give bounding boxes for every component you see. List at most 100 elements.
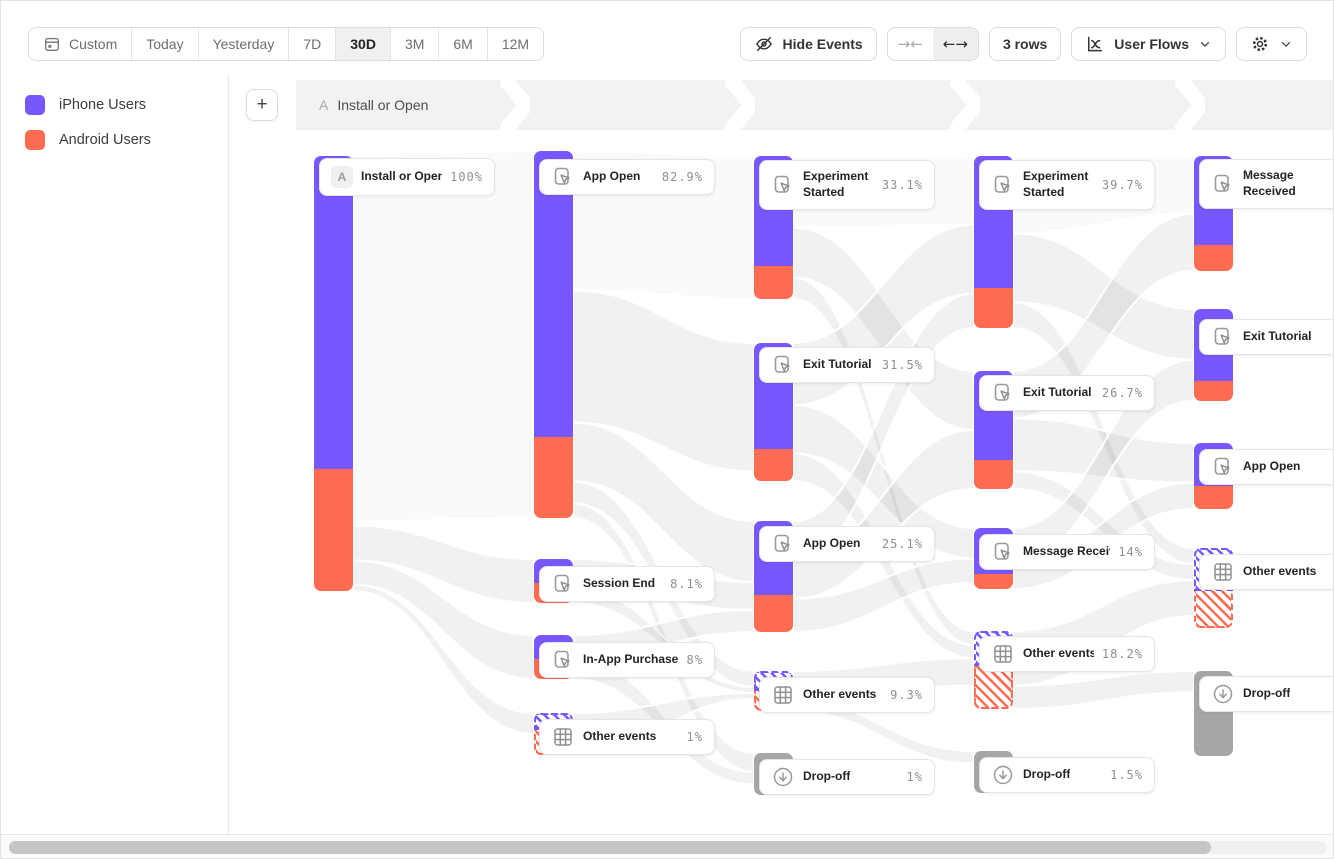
event-card-experiment-started[interactable]: Experiment Started 33.1% — [759, 160, 935, 210]
event-card-exit-tutorial[interactable]: Exit Tutorial — [1199, 319, 1333, 355]
collapse-columns-button[interactable]: →← — [888, 28, 933, 60]
collapse-expand-toggle: →← ←→ — [886, 27, 979, 61]
event-name: App Open — [583, 169, 641, 184]
flow-ribbon — [792, 428, 975, 600]
step-a-badge: A — [331, 166, 353, 188]
date-range-yesterday[interactable]: Yesterday — [199, 28, 290, 60]
date-range-label: 6M — [453, 36, 473, 52]
date-range-label: 12M — [501, 36, 530, 52]
eye-off-icon — [754, 34, 774, 54]
date-range-label: Today — [146, 36, 184, 52]
click-event-icon — [771, 353, 795, 377]
click-event-icon — [1211, 325, 1235, 349]
flow-ribbon — [352, 149, 535, 523]
event-card-other-events[interactable]: Other events 1% — [539, 719, 715, 755]
hide-events-button[interactable]: Hide Events — [739, 27, 877, 61]
event-card-experiment-started[interactable]: Experiment Started 39.7% — [979, 160, 1155, 210]
android-users-segment — [754, 266, 793, 299]
event-name: Install or Open — [361, 169, 443, 184]
legend-divider — [228, 75, 229, 834]
legend-item[interactable]: iPhone Users — [25, 95, 151, 115]
toolbar-right: Hide Events →← ←→ 3 rows — [739, 27, 1307, 61]
event-percent: 1% — [686, 730, 703, 744]
flow-node-bar-app-open[interactable] — [534, 151, 573, 518]
view-selector-button[interactable]: User Flows — [1071, 27, 1226, 61]
date-range-7d[interactable]: 7D — [289, 28, 337, 60]
android-users-hatched-segment — [974, 666, 1013, 709]
gear-icon — [1250, 34, 1270, 54]
click-event-icon — [991, 173, 1015, 197]
date-range-label: 7D — [303, 36, 322, 52]
event-name: Message Received — [1243, 168, 1296, 198]
date-range-today[interactable]: Today — [132, 28, 199, 60]
android-users-segment — [974, 459, 1013, 489]
event-card-app-open[interactable]: App Open 25.1% — [759, 526, 935, 562]
flow-ribbon — [792, 276, 975, 647]
expand-columns-button[interactable]: ←→ — [932, 28, 978, 60]
event-card-other-events[interactable]: Other events 18.2% — [979, 636, 1155, 672]
horizontal-scrollbar-thumb[interactable] — [9, 841, 1211, 854]
event-percent: 1.5% — [1110, 768, 1143, 782]
event-percent: 82.9% — [661, 170, 703, 184]
rows-button[interactable]: 3 rows — [988, 27, 1062, 61]
legend-swatch — [25, 130, 45, 150]
flow-ribbon — [1012, 301, 1195, 566]
event-name: Drop-off — [1023, 767, 1071, 782]
flow-ribbon — [572, 289, 755, 473]
legend-swatch — [25, 95, 45, 115]
event-card-other-events[interactable]: Other events — [1199, 554, 1333, 590]
chart-bottom-divider — [1, 834, 1333, 835]
flow-ribbon — [792, 292, 975, 561]
step-header-band[interactable]: A Install or Open — [296, 80, 1333, 130]
click-event-icon — [551, 572, 575, 596]
event-card-session-end[interactable]: Session End 8.1% — [539, 566, 715, 602]
date-range-12m[interactable]: 12M — [488, 28, 543, 60]
click-event-icon — [551, 648, 575, 672]
event-card-message-received[interactable]: Message Received — [1199, 159, 1333, 209]
date-range-custom[interactable]: Custom — [29, 28, 133, 60]
event-name: Experiment Started — [803, 169, 869, 199]
event-name: Other events — [803, 687, 877, 702]
event-card-drop-off[interactable]: Drop-off — [1199, 676, 1333, 712]
event-card-exit-tutorial[interactable]: Exit Tutorial 31.5% — [759, 347, 935, 383]
event-card-install-or-open[interactable]: A Install or Open 100% — [319, 158, 495, 196]
other-events-grid-icon — [551, 725, 575, 749]
event-card-other-events[interactable]: Other events 9.3% — [759, 677, 935, 713]
event-percent: 26.7% — [1101, 386, 1143, 400]
event-card-message-received[interactable]: Message Received 14% — [979, 534, 1155, 570]
event-card-in-app-purchase[interactable]: In-App Purchase 8% — [539, 642, 715, 678]
click-event-icon — [771, 532, 795, 556]
other-events-grid-icon — [991, 642, 1015, 666]
android-users-segment — [1194, 485, 1233, 509]
event-name: Exit Tutorial — [1243, 329, 1312, 344]
event-name: Exit Tutorial — [803, 357, 872, 372]
event-card-drop-off[interactable]: Drop-off 1.5% — [979, 757, 1155, 793]
date-range-30d[interactable]: 30D — [336, 28, 391, 60]
event-name: Experiment Started — [1023, 169, 1089, 199]
settings-button[interactable] — [1236, 27, 1307, 61]
calendar-icon — [43, 35, 61, 53]
event-card-app-open[interactable]: App Open — [1199, 449, 1333, 485]
android-users-segment — [754, 449, 793, 481]
date-range-6m[interactable]: 6M — [439, 28, 488, 60]
legend-item[interactable]: Android Users — [25, 130, 151, 150]
event-card-app-open[interactable]: App Open 82.9% — [539, 159, 715, 195]
other-events-grid-icon — [1211, 560, 1235, 584]
event-card-drop-off[interactable]: Drop-off 1% — [759, 759, 935, 795]
event-percent: 9.3% — [890, 688, 923, 702]
series-legend: iPhone Users Android Users — [25, 95, 151, 165]
step-a-badge: A — [319, 97, 329, 113]
add-step-button[interactable]: + — [246, 89, 278, 121]
click-event-icon — [551, 165, 575, 189]
event-percent: 14% — [1118, 545, 1143, 559]
flow-ribbon — [792, 226, 975, 432]
date-range-3m[interactable]: 3M — [391, 28, 440, 60]
hide-events-label: Hide Events — [782, 36, 863, 52]
drop-off-icon — [771, 765, 795, 789]
view-selector-label: User Flows — [1114, 36, 1189, 52]
flow-node-bar-install-or-open[interactable] — [314, 156, 353, 591]
toolbar: Custom Today Yesterday 7D 30D 3M 6M 12M Hide Ev… — [1, 1, 1333, 73]
event-card-exit-tutorial[interactable]: Exit Tutorial 26.7% — [979, 375, 1155, 411]
arrows-outward-icon: ←→ — [942, 35, 968, 53]
legend-label: iPhone Users — [59, 97, 147, 113]
